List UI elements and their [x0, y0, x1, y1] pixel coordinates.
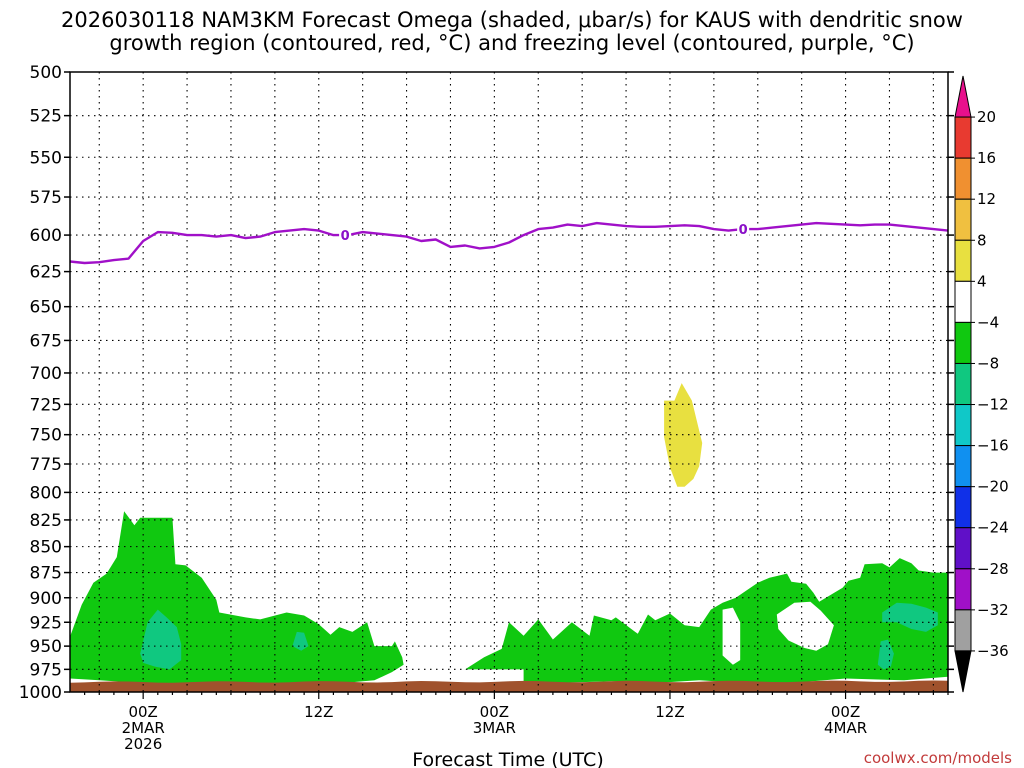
y-tick-label: 625	[30, 263, 62, 283]
y-tick-label: 575	[30, 188, 62, 208]
omega-gap-3	[406, 669, 524, 683]
colorbar-label: −36	[977, 642, 1009, 660]
colorbar-label: 4	[977, 272, 987, 290]
omega-gap-2	[722, 607, 741, 665]
colorbar-swatch	[954, 362, 972, 406]
colorbar-label: −28	[977, 560, 1009, 578]
y-tick-label: 900	[30, 589, 62, 609]
x-tick-label: 00Z	[831, 703, 860, 721]
y-tick-label: 875	[30, 564, 62, 584]
y-tick-label: 600	[30, 226, 62, 246]
y-tick-label: 725	[30, 395, 62, 415]
colorbar-bottom-triangle	[954, 650, 972, 693]
gridlines	[70, 72, 948, 692]
freezing-level-label-bg	[737, 221, 750, 238]
y-tick-label: 925	[30, 613, 62, 633]
colorbar-label: 20	[977, 108, 996, 126]
x-tick-label: 2026	[124, 735, 162, 753]
chart-title: 2026030118 NAM3KM Forecast Omega (shaded…	[61, 8, 963, 55]
x-tick-label: 4MAR	[824, 719, 867, 737]
y-tick-label: 850	[30, 538, 62, 558]
colorbar-label: −16	[977, 437, 1009, 455]
freezing-level-label: 0	[739, 223, 748, 238]
colorbar-swatch	[954, 486, 972, 529]
colorbar-swatch	[954, 198, 972, 241]
omega-region-2	[140, 609, 182, 670]
chart-title-line: growth region (contoured, red, °C) and f…	[109, 31, 914, 55]
omega-region-5	[877, 639, 894, 670]
omega-region-1	[428, 558, 948, 684]
y-tick-label: 800	[30, 483, 62, 503]
colorbar-label: −4	[977, 313, 999, 331]
y-tick-label: 975	[30, 660, 62, 680]
y-tick-label: 675	[30, 331, 62, 351]
colorbar-swatch	[954, 157, 972, 200]
y-tick-label: 825	[30, 511, 62, 531]
colorbar-label: −24	[977, 519, 1009, 537]
x-tick-label: 12Z	[304, 703, 333, 721]
colorbar-swatch	[954, 116, 972, 159]
colorbar-swatch	[954, 280, 972, 323]
y-tick-label: 500	[30, 63, 62, 83]
y-tick-label: 1000	[19, 683, 62, 703]
colorbar-swatch	[954, 239, 972, 282]
colorbar-label: 12	[977, 190, 996, 208]
y-tick-label: 775	[30, 455, 62, 475]
ground-surface	[70, 680, 948, 692]
y-tick-label: 950	[30, 637, 62, 657]
colorbar-label: −20	[977, 478, 1009, 496]
x-tick-label: 00Z	[128, 703, 157, 721]
colorbar-swatch	[954, 527, 972, 570]
x-tick-label: 2MAR	[122, 719, 165, 737]
freezing-level-line	[70, 221, 948, 265]
colorbar-swatch	[954, 609, 972, 652]
colorbar-swatch	[954, 404, 972, 447]
colorbar-label: −8	[977, 354, 999, 372]
y-tick-label: 525	[30, 107, 62, 127]
site-credit: coolwx.com/models	[864, 749, 1012, 767]
y-tick-label: 700	[30, 364, 62, 384]
colorbar-label: 8	[977, 231, 987, 249]
colorbar-label: −12	[977, 396, 1009, 414]
y-tick-label: 750	[30, 426, 62, 446]
colorbar-swatch	[954, 445, 972, 488]
x-axis-label: Forecast Time (UTC)	[412, 749, 603, 768]
freezing-level-label-bg	[339, 227, 352, 244]
x-tick-label: 3MAR	[473, 719, 516, 737]
x-tick-label: 12Z	[655, 703, 684, 721]
colorbar-label: −32	[977, 601, 1009, 619]
colorbar-top-triangle	[954, 75, 972, 118]
freezing-level-label: 0	[341, 229, 350, 244]
omega-region-4	[882, 602, 938, 632]
y-tick-label: 550	[30, 148, 62, 168]
y-axis-pressure-ticks: 500 525 550 575 600 625 650 675 700 725 750 775 800 8…	[19, 63, 954, 703]
x-tick-label: 00Z	[480, 703, 509, 721]
colorbar-legend: 20 16 12 8 4 −4 −8 −12 −16 −20 −24 −28 −32 −36	[954, 75, 1009, 693]
colorbar-label: 16	[977, 149, 996, 167]
omega-gap-1	[428, 636, 444, 656]
omega-gap-0	[776, 601, 834, 651]
chart-title-line: 2026030118 NAM3KM Forecast Omega (shaded…	[61, 8, 963, 32]
y-tick-label: 650	[30, 298, 62, 318]
colorbar-swatch	[954, 568, 972, 611]
colorbar-swatch	[954, 321, 972, 364]
